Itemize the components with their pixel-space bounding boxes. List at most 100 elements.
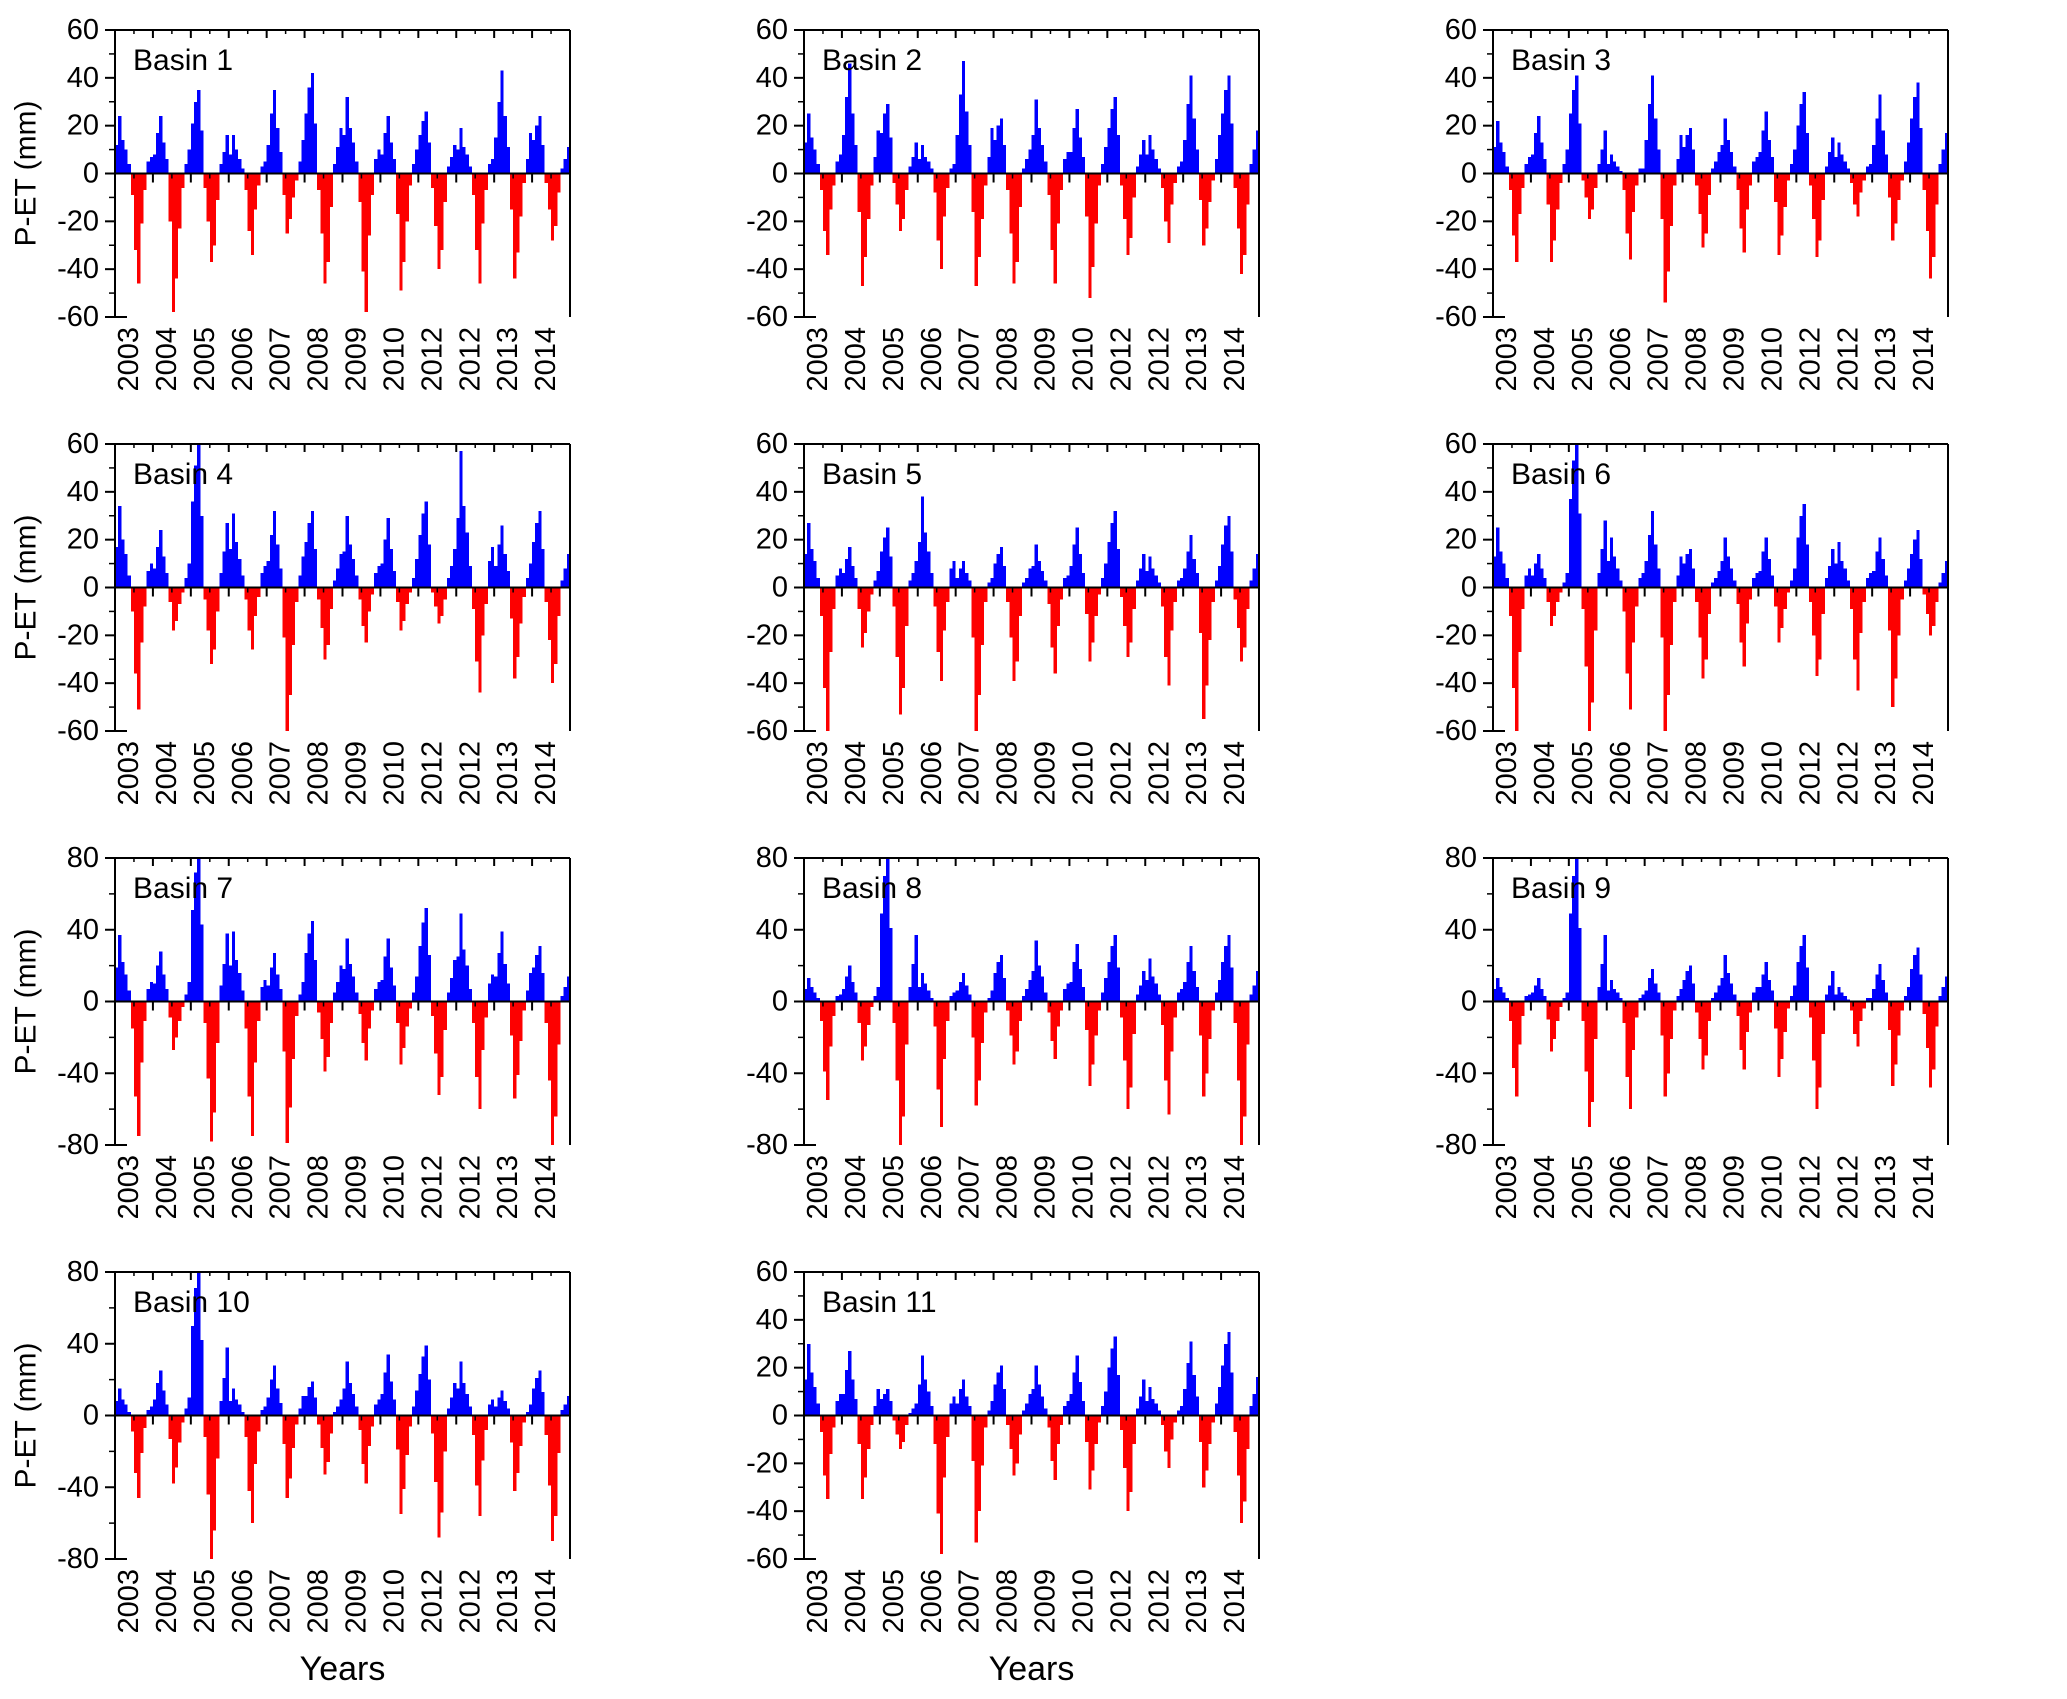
negative-bar xyxy=(1208,1415,1212,1445)
negative-bar xyxy=(895,1415,899,1435)
positive-bar xyxy=(990,1401,994,1416)
positive-bar xyxy=(1869,573,1873,588)
negative-bar xyxy=(1202,1415,1206,1488)
negative-bar xyxy=(1559,587,1563,593)
positive-bar xyxy=(841,988,846,1002)
negative-bar xyxy=(898,1001,902,1145)
positive-bar xyxy=(889,137,893,174)
positive-bar xyxy=(1837,142,1841,174)
x-tick-label: 2004 xyxy=(840,1155,872,1220)
x-tick-label: 2010 xyxy=(378,1155,410,1220)
negative-bar xyxy=(209,587,213,665)
x-tick-label: 2012 xyxy=(454,327,486,392)
positive-bar xyxy=(1872,570,1876,588)
negative-bar xyxy=(329,1001,334,1024)
positive-bar xyxy=(1221,962,1225,1002)
positive-bar xyxy=(1104,1391,1108,1416)
negative-bar xyxy=(1742,173,1746,253)
negative-bar xyxy=(516,1001,520,1076)
y-tick-label: 0 xyxy=(1461,158,1477,190)
negative-bar xyxy=(1745,173,1749,210)
positive-bar xyxy=(816,163,820,174)
positive-bar xyxy=(955,990,959,1002)
negative-bar xyxy=(1129,587,1133,643)
x-tick-label: 2012 xyxy=(1105,1155,1137,1220)
negative-bar xyxy=(977,173,981,258)
positive-bar xyxy=(1805,132,1809,174)
positive-bar xyxy=(393,985,397,1002)
negative-bar xyxy=(1625,173,1629,234)
negative-bar xyxy=(1594,1001,1598,1040)
positive-bar xyxy=(345,96,349,174)
positive-bar xyxy=(1685,554,1689,588)
negative-bar xyxy=(130,1415,134,1432)
negative-bar xyxy=(1673,587,1677,602)
x-tick-label: 2012 xyxy=(1794,327,1826,392)
negative-bar xyxy=(1198,173,1203,200)
y-tick-label: -40 xyxy=(1435,253,1477,285)
positive-bar xyxy=(1761,974,1765,1002)
negative-bar xyxy=(1246,587,1250,610)
negative-bar xyxy=(1164,173,1168,222)
positive-bar xyxy=(1606,990,1610,1002)
negative-bar xyxy=(1556,1001,1560,1022)
positive-bar xyxy=(1799,945,1803,1002)
negative-bar xyxy=(405,1415,409,1455)
negative-bar xyxy=(361,587,365,626)
x-tick-label: 2013 xyxy=(1870,1155,1902,1220)
positive-bar xyxy=(1638,997,1642,1002)
y-tick-label: -40 xyxy=(746,667,788,699)
positive-bar xyxy=(845,1370,849,1416)
positive-bar xyxy=(528,972,533,1002)
y-tick-label: 0 xyxy=(83,986,99,1018)
panel-basin-8: -80 -40 0 40 80 2003 2004 2005 2006 2007 2008 2009 2… xyxy=(689,828,1378,1242)
positive-bar xyxy=(1913,539,1917,588)
negative-bar xyxy=(1897,587,1901,636)
positive-bar xyxy=(1919,558,1923,588)
positive-bar xyxy=(266,985,270,1002)
positive-bar xyxy=(1189,534,1193,588)
positive-bar xyxy=(1729,983,1734,1002)
positive-bar xyxy=(1865,997,1870,1002)
negative-bar xyxy=(1704,1001,1708,1056)
negative-bar xyxy=(1546,173,1550,205)
positive-bar xyxy=(804,554,808,588)
positive-bar xyxy=(1764,111,1768,174)
negative-bar xyxy=(513,173,517,279)
negative-bar xyxy=(472,1001,476,1024)
negative-bar xyxy=(980,1415,985,1466)
negative-bar xyxy=(478,173,482,284)
positive-bar xyxy=(1906,142,1911,174)
negative-bar xyxy=(1243,173,1247,255)
positive-bar xyxy=(1176,1410,1181,1416)
negative-bar xyxy=(1935,587,1939,602)
negative-bar xyxy=(1584,173,1588,198)
positive-bar xyxy=(1654,544,1658,588)
negative-bar xyxy=(209,173,213,262)
negative-bar xyxy=(1922,587,1926,595)
positive-bar xyxy=(1941,573,1945,588)
positive-bar xyxy=(1793,568,1797,588)
positive-bar xyxy=(462,1383,466,1416)
y-tick-label: 40 xyxy=(756,1304,788,1336)
positive-bar xyxy=(1493,556,1497,588)
negative-bar xyxy=(898,1415,902,1449)
positive-bar xyxy=(386,518,390,588)
positive-bar xyxy=(1527,568,1531,588)
positive-bar xyxy=(889,1401,893,1416)
negative-bar xyxy=(1521,173,1525,188)
positive-bar xyxy=(222,551,226,588)
positive-bar xyxy=(345,1361,349,1416)
positive-bar xyxy=(1107,128,1111,174)
negative-bar xyxy=(547,1415,552,1486)
positive-bar xyxy=(162,556,166,588)
negative-bar xyxy=(1748,173,1753,186)
positive-bar xyxy=(804,142,808,174)
positive-bar xyxy=(810,987,814,1002)
negative-bar xyxy=(396,1415,400,1450)
positive-bar xyxy=(1214,992,1218,1002)
positive-bar xyxy=(1650,969,1655,1002)
negative-bar xyxy=(323,1001,327,1072)
positive-bar xyxy=(241,575,245,588)
negative-bar xyxy=(244,173,248,191)
